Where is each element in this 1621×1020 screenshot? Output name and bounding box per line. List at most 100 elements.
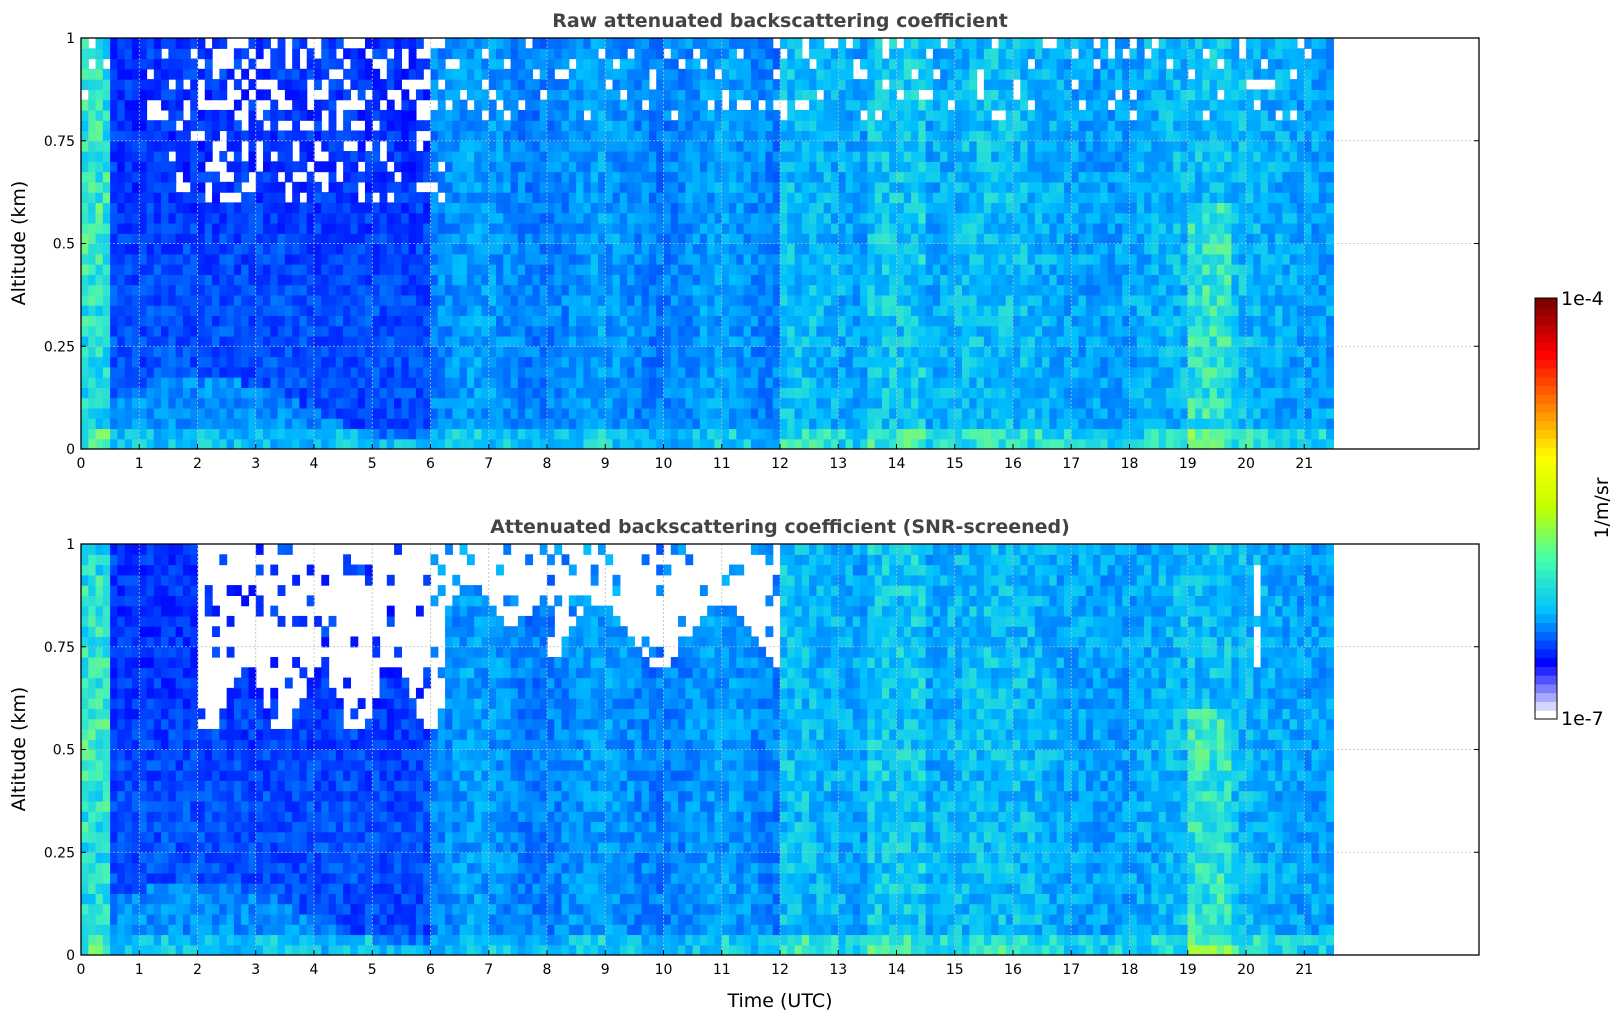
heatmap-cell — [962, 171, 970, 183]
heatmap-cell — [386, 140, 395, 152]
heatmap-cell — [299, 418, 308, 430]
heatmap-cell — [1034, 366, 1043, 378]
heatmap-cell — [175, 315, 184, 327]
heatmap-cell — [277, 335, 286, 347]
heatmap-cell — [692, 130, 701, 142]
heatmap-cell — [678, 346, 686, 358]
heatmap-cell — [685, 58, 694, 70]
heatmap-cell — [394, 264, 402, 275]
heatmap-cell — [1034, 222, 1043, 234]
heatmap-cell — [954, 161, 963, 173]
heatmap-cell — [707, 274, 716, 286]
heatmap-cell — [401, 438, 410, 449]
heatmap-cell — [794, 68, 803, 80]
heatmap-cell — [248, 356, 257, 368]
heatmap-cell — [401, 161, 410, 173]
heatmap-cell — [350, 438, 359, 449]
heatmap-cell — [88, 212, 97, 224]
heatmap-cell — [168, 397, 177, 409]
heatmap-cell — [765, 335, 774, 347]
heatmap-cell — [583, 79, 592, 90]
heatmap-cell — [896, 140, 905, 152]
heatmap-cell — [641, 130, 650, 142]
heatmap-cell — [459, 151, 468, 162]
heatmap-cell — [816, 99, 825, 111]
heatmap-cell — [554, 233, 563, 245]
heatmap-cell — [830, 120, 839, 132]
heatmap-cell — [583, 192, 592, 204]
heatmap-cell — [263, 264, 271, 275]
heatmap-cell — [488, 130, 497, 142]
heatmap-cell — [881, 315, 890, 327]
heatmap-cell — [139, 171, 148, 183]
heatmap-cell — [175, 48, 184, 60]
heatmap-cell — [663, 294, 672, 306]
heatmap-cell — [292, 356, 301, 368]
heatmap-cell — [619, 274, 628, 286]
heatmap-cell — [699, 120, 708, 132]
heatmap-cell — [692, 366, 701, 378]
heatmap-cell — [204, 305, 213, 317]
heatmap-cell — [190, 284, 199, 296]
heatmap-cell — [750, 99, 759, 111]
heatmap-cell — [532, 171, 541, 183]
heatmap-cell — [576, 99, 585, 111]
heatmap-cell — [787, 284, 796, 296]
heatmap-cell — [459, 407, 468, 419]
heatmap-cell — [670, 212, 679, 224]
heatmap-cell — [525, 192, 534, 204]
heatmap-cell — [903, 212, 912, 224]
heatmap-cell — [881, 89, 890, 101]
heatmap-cell — [248, 377, 257, 388]
heatmap-cell — [233, 243, 242, 255]
heatmap-cell — [197, 181, 206, 193]
heatmap-cell — [474, 366, 483, 378]
heatmap-cell — [437, 99, 446, 111]
heatmap-cell — [670, 356, 679, 368]
heatmap-cell — [1013, 233, 1021, 245]
heatmap-cell — [488, 438, 497, 449]
heatmap-cell — [772, 438, 781, 449]
heatmap-cell — [117, 356, 126, 368]
heatmap-cell — [547, 377, 555, 388]
heatmap-cell — [627, 335, 635, 347]
heatmap-cell — [721, 243, 730, 255]
heatmap-cell — [394, 438, 402, 449]
heatmap-cell — [801, 325, 810, 337]
heatmap-cell — [161, 151, 169, 162]
heatmap-cell — [758, 428, 767, 440]
heatmap-cell — [190, 377, 199, 388]
heatmap-cell — [139, 284, 148, 296]
heatmap-cell — [437, 181, 446, 193]
heatmap-cell — [270, 140, 279, 152]
heatmap-cell — [881, 243, 890, 255]
heatmap-cell — [233, 171, 242, 183]
heatmap-cell — [925, 79, 934, 90]
heatmap-cell — [590, 315, 599, 327]
heatmap-cell — [510, 89, 519, 101]
heatmap-cell — [1005, 99, 1014, 111]
heatmap-cell — [612, 79, 621, 90]
heatmap-cell — [110, 294, 119, 306]
heatmap-cell — [648, 243, 657, 255]
heatmap-cell — [190, 438, 199, 449]
heatmap-cell — [940, 192, 949, 204]
heatmap-cell — [102, 366, 111, 378]
heatmap-cell — [510, 233, 519, 245]
heatmap-cell — [139, 418, 148, 430]
heatmap-cell — [182, 346, 191, 358]
heatmap-cell — [248, 233, 257, 245]
heatmap-cell — [765, 79, 774, 90]
heatmap-cell — [976, 366, 985, 378]
heatmap-cell — [772, 366, 781, 378]
heatmap-cell — [838, 428, 847, 440]
heatmap-cell — [765, 325, 774, 337]
heatmap-cell — [233, 335, 242, 347]
heatmap-cell — [932, 284, 941, 296]
heatmap-cell — [372, 212, 381, 224]
heatmap-cell — [838, 253, 847, 265]
heatmap-cell — [983, 38, 992, 49]
heatmap-cell — [554, 366, 563, 378]
heatmap-cell — [838, 335, 847, 347]
heatmap-cell — [729, 264, 737, 275]
